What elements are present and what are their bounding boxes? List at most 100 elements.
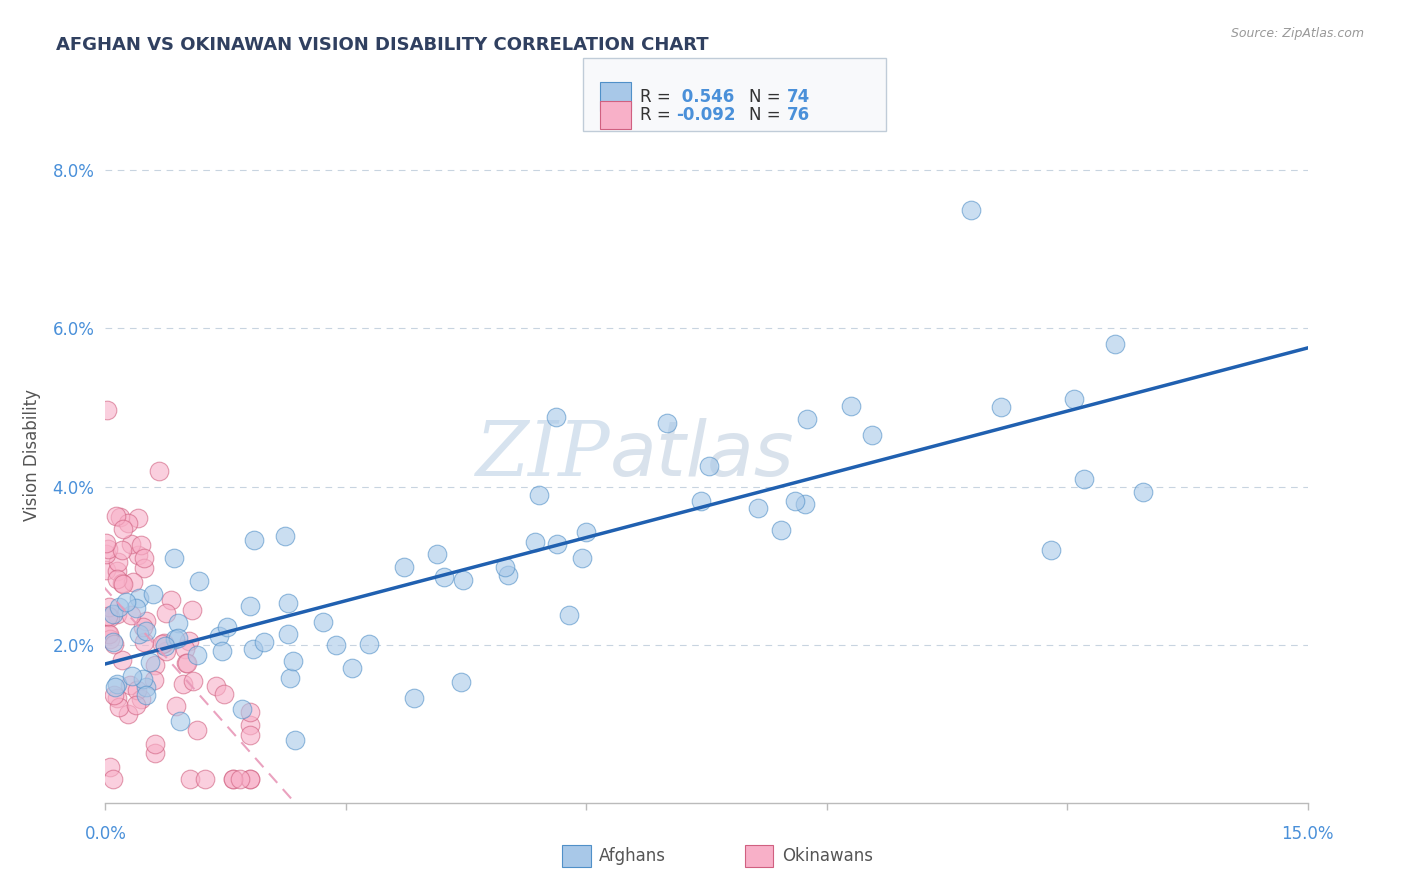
- Point: [105, 565, 128, 579]
- Point: [1073, 472, 1095, 486]
- Text: 74: 74: [787, 87, 811, 106]
- Point: [1104, 337, 1126, 351]
- Point: [115, 595, 138, 609]
- Point: [173, 641, 195, 656]
- Point: [239, 705, 262, 719]
- Text: atlas: atlas: [610, 418, 794, 491]
- Point: [96, 403, 118, 417]
- Point: [690, 494, 713, 508]
- Point: [281, 654, 304, 668]
- Point: [105, 690, 128, 705]
- Point: [150, 637, 173, 651]
- Point: [97, 626, 120, 640]
- Text: N =: N =: [749, 106, 786, 124]
- Point: [211, 644, 233, 658]
- Text: R =: R =: [640, 106, 676, 124]
- Point: [239, 729, 262, 743]
- Point: [212, 687, 235, 701]
- Point: [120, 537, 142, 551]
- Point: [111, 653, 134, 667]
- Point: [575, 525, 598, 540]
- Point: [179, 633, 201, 648]
- Point: [143, 657, 166, 672]
- Point: [208, 629, 231, 643]
- Point: [111, 543, 134, 558]
- Point: [155, 639, 177, 653]
- Y-axis label: Vision Disability: Vision Disability: [24, 389, 41, 521]
- Point: [450, 675, 472, 690]
- Point: [135, 614, 157, 628]
- Text: R =: R =: [640, 87, 676, 106]
- Point: [135, 624, 157, 638]
- Point: [132, 635, 155, 649]
- Point: [794, 497, 817, 511]
- Point: [990, 400, 1012, 414]
- Point: [107, 677, 129, 691]
- Text: Afghans: Afghans: [599, 847, 666, 865]
- Point: [239, 599, 262, 614]
- Point: [176, 656, 198, 670]
- Point: [127, 548, 149, 562]
- Point: [243, 533, 266, 547]
- Text: Source: ZipAtlas.com: Source: ZipAtlas.com: [1230, 27, 1364, 40]
- Point: [103, 635, 125, 649]
- Point: [172, 677, 194, 691]
- Point: [558, 608, 581, 623]
- Point: [179, 772, 201, 786]
- Point: [135, 680, 157, 694]
- Point: [163, 632, 186, 647]
- Point: [796, 412, 818, 426]
- Point: [111, 522, 134, 536]
- Point: [242, 642, 264, 657]
- Point: [494, 560, 516, 574]
- Point: [284, 732, 307, 747]
- Point: [181, 674, 204, 689]
- Point: [103, 607, 125, 621]
- Point: [188, 574, 211, 589]
- Point: [229, 772, 252, 786]
- Point: [135, 688, 157, 702]
- Point: [394, 560, 416, 574]
- Point: [98, 632, 121, 646]
- Point: [325, 638, 347, 652]
- Point: [312, 615, 335, 629]
- Point: [274, 529, 297, 543]
- Point: [98, 626, 121, 640]
- Point: [96, 536, 118, 550]
- Point: [785, 494, 807, 508]
- Point: [125, 683, 148, 698]
- Point: [132, 620, 155, 634]
- Point: [121, 574, 143, 589]
- Point: [143, 738, 166, 752]
- Point: [108, 510, 131, 524]
- Point: [181, 603, 204, 617]
- Point: [769, 523, 792, 537]
- Point: [186, 648, 208, 663]
- Point: [153, 636, 176, 650]
- Point: [94, 562, 117, 576]
- Point: [546, 410, 568, 425]
- Point: [132, 673, 155, 687]
- Point: [253, 635, 276, 649]
- Point: [278, 671, 301, 685]
- Point: [128, 591, 150, 606]
- Point: [1063, 392, 1085, 406]
- Point: [107, 555, 129, 569]
- Text: 76: 76: [787, 106, 810, 124]
- Point: [139, 655, 162, 669]
- Point: [103, 689, 125, 703]
- Point: [117, 706, 139, 721]
- Point: [98, 760, 121, 774]
- Point: [239, 718, 262, 732]
- Point: [697, 459, 720, 474]
- Point: [217, 619, 239, 633]
- Point: [111, 575, 134, 590]
- Point: [204, 679, 226, 693]
- Point: [657, 416, 679, 430]
- Point: [143, 746, 166, 760]
- Point: [120, 608, 142, 623]
- Point: [221, 772, 243, 786]
- Text: AFGHAN VS OKINAWAN VISION DISABILITY CORRELATION CHART: AFGHAN VS OKINAWAN VISION DISABILITY COR…: [56, 36, 709, 54]
- Point: [118, 678, 141, 692]
- Point: [277, 627, 299, 641]
